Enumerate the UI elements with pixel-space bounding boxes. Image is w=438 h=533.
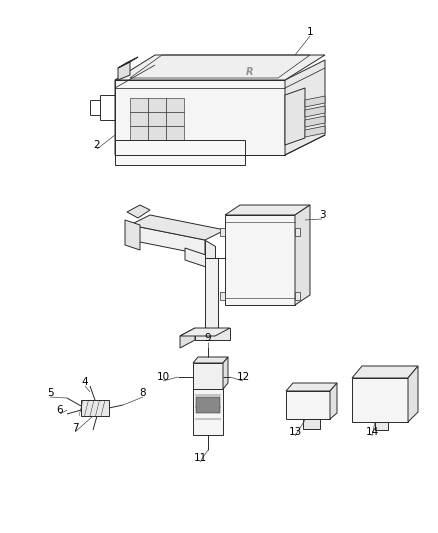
Text: 14: 14 [365, 427, 378, 437]
Polygon shape [115, 55, 325, 80]
Polygon shape [305, 106, 325, 117]
Polygon shape [195, 328, 230, 340]
Text: 1: 1 [307, 27, 313, 37]
Polygon shape [220, 228, 225, 236]
Text: 6: 6 [57, 405, 64, 415]
Polygon shape [352, 378, 408, 422]
Polygon shape [115, 140, 245, 165]
Text: 12: 12 [237, 372, 250, 382]
Polygon shape [180, 328, 195, 348]
Polygon shape [118, 57, 138, 68]
Polygon shape [130, 215, 225, 240]
Text: 2: 2 [94, 140, 100, 150]
Polygon shape [408, 366, 418, 422]
Polygon shape [352, 366, 418, 378]
Polygon shape [285, 88, 305, 145]
Polygon shape [166, 126, 184, 140]
Polygon shape [286, 383, 337, 391]
Polygon shape [225, 215, 295, 305]
Polygon shape [295, 292, 300, 300]
Polygon shape [285, 60, 325, 155]
Text: R: R [246, 67, 254, 77]
Polygon shape [130, 112, 148, 126]
Polygon shape [220, 292, 225, 300]
Polygon shape [205, 240, 215, 258]
Polygon shape [305, 116, 325, 127]
Polygon shape [185, 248, 215, 270]
Polygon shape [295, 228, 300, 236]
Polygon shape [303, 419, 320, 429]
Polygon shape [180, 328, 230, 336]
Polygon shape [130, 225, 205, 255]
Text: 13: 13 [288, 427, 302, 437]
Polygon shape [166, 112, 184, 126]
Polygon shape [130, 126, 148, 140]
Polygon shape [125, 220, 140, 250]
Polygon shape [115, 80, 155, 165]
Polygon shape [115, 80, 285, 155]
Polygon shape [196, 397, 220, 413]
Polygon shape [130, 98, 148, 112]
Polygon shape [375, 422, 388, 430]
Polygon shape [205, 258, 218, 330]
Polygon shape [295, 205, 310, 305]
Polygon shape [330, 383, 337, 419]
Text: 11: 11 [193, 453, 207, 463]
Polygon shape [193, 363, 223, 389]
Polygon shape [148, 126, 166, 140]
Text: 3: 3 [319, 210, 325, 220]
Polygon shape [193, 389, 223, 435]
Polygon shape [223, 357, 228, 389]
Polygon shape [148, 112, 166, 126]
Text: 5: 5 [47, 388, 53, 398]
Polygon shape [127, 205, 150, 218]
Text: 9: 9 [205, 333, 211, 343]
Text: 8: 8 [140, 388, 146, 398]
Polygon shape [286, 391, 330, 419]
Polygon shape [118, 62, 130, 80]
Text: 4: 4 [82, 377, 88, 387]
Polygon shape [148, 98, 166, 112]
Polygon shape [81, 400, 109, 416]
Polygon shape [305, 126, 325, 137]
Polygon shape [305, 96, 325, 107]
Text: 10: 10 [156, 372, 170, 382]
Text: 7: 7 [72, 423, 78, 433]
Polygon shape [193, 357, 228, 363]
Polygon shape [166, 98, 184, 112]
Polygon shape [225, 205, 310, 215]
